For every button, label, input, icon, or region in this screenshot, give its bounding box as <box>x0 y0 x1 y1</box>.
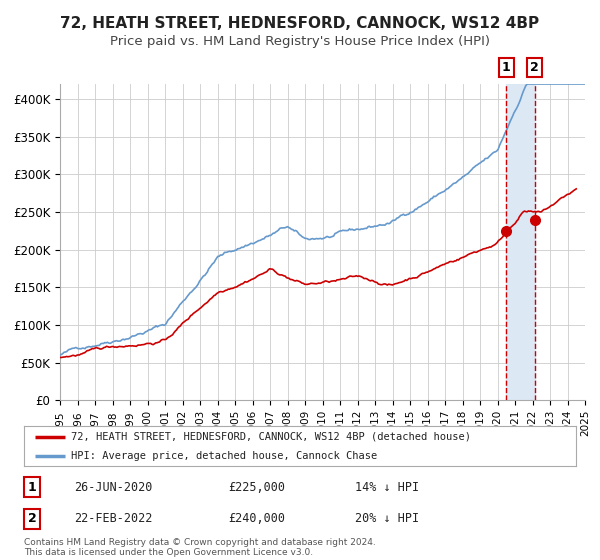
Text: 72, HEATH STREET, HEDNESFORD, CANNOCK, WS12 4BP: 72, HEATH STREET, HEDNESFORD, CANNOCK, W… <box>61 16 539 31</box>
Text: 26-JUN-2020: 26-JUN-2020 <box>74 480 152 494</box>
Text: £225,000: £225,000 <box>228 480 285 494</box>
Text: Contains HM Land Registry data © Crown copyright and database right 2024.
This d: Contains HM Land Registry data © Crown c… <box>24 538 376 557</box>
Text: 1: 1 <box>502 61 511 74</box>
Text: £240,000: £240,000 <box>228 512 285 525</box>
Text: 2: 2 <box>530 61 539 74</box>
Bar <box>506 84 535 400</box>
Text: 22-FEB-2022: 22-FEB-2022 <box>74 512 152 525</box>
Text: HPI: Average price, detached house, Cannock Chase: HPI: Average price, detached house, Cann… <box>71 451 377 461</box>
Text: 14% ↓ HPI: 14% ↓ HPI <box>355 480 419 494</box>
Text: 72, HEATH STREET, HEDNESFORD, CANNOCK, WS12 4BP (detached house): 72, HEATH STREET, HEDNESFORD, CANNOCK, W… <box>71 432 471 442</box>
Text: 1: 1 <box>28 480 37 494</box>
Text: 20% ↓ HPI: 20% ↓ HPI <box>355 512 419 525</box>
Text: Price paid vs. HM Land Registry's House Price Index (HPI): Price paid vs. HM Land Registry's House … <box>110 35 490 48</box>
Text: 2: 2 <box>28 512 37 525</box>
